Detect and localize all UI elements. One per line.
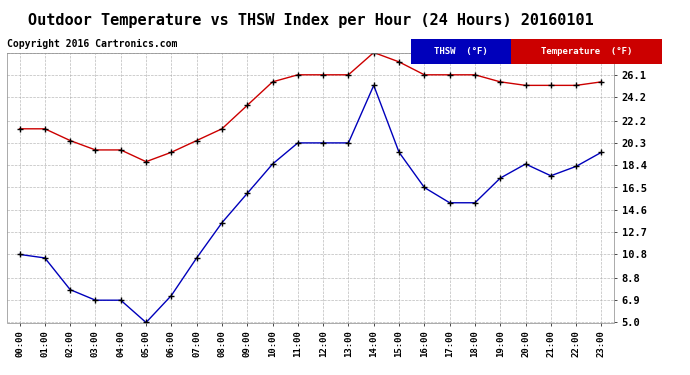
Text: Temperature  (°F): Temperature (°F) bbox=[541, 47, 632, 56]
Text: THSW  (°F): THSW (°F) bbox=[434, 47, 487, 56]
Text: Copyright 2016 Cartronics.com: Copyright 2016 Cartronics.com bbox=[7, 39, 177, 50]
Text: Outdoor Temperature vs THSW Index per Hour (24 Hours) 20160101: Outdoor Temperature vs THSW Index per Ho… bbox=[28, 13, 593, 28]
